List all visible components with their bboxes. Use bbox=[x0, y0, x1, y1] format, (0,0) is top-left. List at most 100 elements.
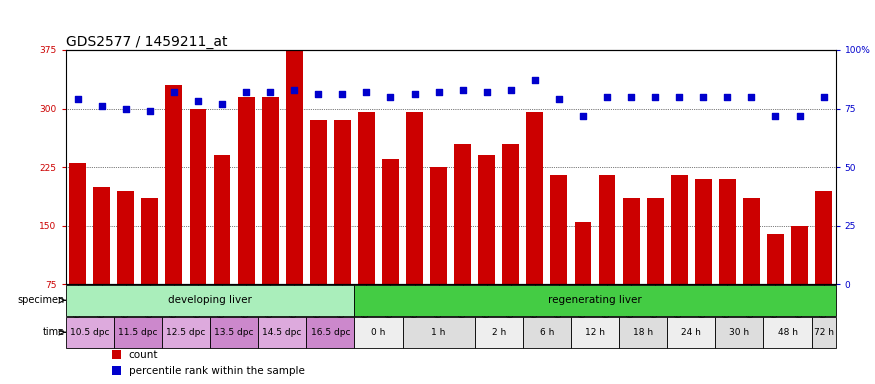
Text: percentile rank within the sample: percentile rank within the sample bbox=[129, 366, 304, 376]
Bar bbox=[479, 156, 495, 284]
Text: 18 h: 18 h bbox=[634, 328, 653, 337]
Point bbox=[191, 98, 205, 104]
Bar bbox=[66, 317, 114, 348]
Bar bbox=[214, 156, 230, 284]
Text: 30 h: 30 h bbox=[730, 328, 749, 337]
Point bbox=[263, 89, 277, 95]
Bar bbox=[719, 179, 736, 284]
Bar bbox=[286, 50, 303, 284]
Text: 16.5 dpc: 16.5 dpc bbox=[311, 328, 350, 337]
Text: 12.5 dpc: 12.5 dpc bbox=[166, 328, 206, 337]
Text: GDS2577 / 1459211_at: GDS2577 / 1459211_at bbox=[66, 35, 228, 49]
Text: time: time bbox=[43, 327, 65, 337]
Point bbox=[408, 91, 422, 98]
Bar bbox=[623, 199, 640, 284]
Point bbox=[504, 87, 518, 93]
Point bbox=[696, 94, 710, 100]
Point bbox=[576, 113, 590, 119]
Point bbox=[528, 77, 542, 83]
Bar bbox=[527, 113, 543, 284]
Bar bbox=[430, 167, 447, 284]
Bar bbox=[791, 226, 808, 284]
Bar bbox=[523, 317, 571, 348]
Point bbox=[383, 94, 397, 100]
Bar bbox=[812, 317, 836, 348]
Bar bbox=[190, 109, 206, 284]
Text: 6 h: 6 h bbox=[540, 328, 554, 337]
Point bbox=[768, 113, 782, 119]
Bar bbox=[402, 317, 475, 348]
Bar bbox=[716, 317, 763, 348]
Bar bbox=[112, 351, 121, 359]
Bar bbox=[210, 317, 258, 348]
Text: 0 h: 0 h bbox=[371, 328, 386, 337]
Bar bbox=[334, 120, 351, 284]
Bar bbox=[112, 366, 121, 376]
Bar bbox=[671, 175, 688, 284]
Point bbox=[720, 94, 734, 100]
Point bbox=[793, 113, 807, 119]
Bar bbox=[550, 175, 567, 284]
Point bbox=[552, 96, 566, 102]
Bar bbox=[310, 120, 326, 284]
Point bbox=[239, 89, 253, 95]
Text: 11.5 dpc: 11.5 dpc bbox=[118, 328, 158, 337]
Point bbox=[672, 94, 686, 100]
Bar bbox=[767, 233, 784, 284]
Bar bbox=[238, 97, 255, 284]
Point bbox=[167, 89, 181, 95]
Point bbox=[600, 94, 614, 100]
Point bbox=[215, 101, 229, 107]
Bar bbox=[66, 285, 354, 316]
Bar bbox=[571, 317, 620, 348]
Bar bbox=[502, 144, 519, 284]
Point bbox=[480, 89, 494, 95]
Point bbox=[360, 89, 374, 95]
Point bbox=[335, 91, 349, 98]
Bar bbox=[358, 113, 374, 284]
Bar bbox=[668, 317, 716, 348]
Text: regenerating liver: regenerating liver bbox=[548, 295, 642, 305]
Point bbox=[94, 103, 108, 109]
Text: count: count bbox=[129, 350, 158, 360]
Text: 12 h: 12 h bbox=[585, 328, 605, 337]
Bar bbox=[258, 317, 306, 348]
Point bbox=[431, 89, 445, 95]
Bar bbox=[117, 190, 134, 284]
Text: 72 h: 72 h bbox=[814, 328, 834, 337]
Text: 48 h: 48 h bbox=[778, 328, 797, 337]
Point bbox=[648, 94, 662, 100]
Bar bbox=[598, 175, 615, 284]
Text: developing liver: developing liver bbox=[168, 295, 252, 305]
Bar bbox=[69, 163, 86, 284]
Point bbox=[624, 94, 638, 100]
Text: 14.5 dpc: 14.5 dpc bbox=[262, 328, 302, 337]
Point bbox=[816, 94, 830, 100]
Bar bbox=[475, 317, 523, 348]
Point bbox=[287, 87, 301, 93]
Bar bbox=[114, 317, 162, 348]
Text: 13.5 dpc: 13.5 dpc bbox=[214, 328, 254, 337]
Bar bbox=[94, 187, 110, 284]
Point bbox=[312, 91, 326, 98]
Bar bbox=[763, 317, 812, 348]
Bar bbox=[454, 144, 471, 284]
Bar bbox=[354, 317, 402, 348]
Bar bbox=[382, 159, 399, 284]
Bar bbox=[620, 317, 668, 348]
Bar bbox=[647, 199, 663, 284]
Bar bbox=[743, 199, 760, 284]
Bar bbox=[165, 85, 182, 284]
Point bbox=[143, 108, 157, 114]
Text: 2 h: 2 h bbox=[492, 328, 506, 337]
Bar bbox=[142, 199, 158, 284]
Bar bbox=[306, 317, 354, 348]
Text: 1 h: 1 h bbox=[431, 328, 445, 337]
Point bbox=[71, 96, 85, 102]
Text: 10.5 dpc: 10.5 dpc bbox=[70, 328, 109, 337]
Bar bbox=[816, 190, 832, 284]
Bar bbox=[262, 97, 278, 284]
Bar bbox=[162, 317, 210, 348]
Point bbox=[119, 106, 133, 112]
Bar bbox=[575, 222, 592, 284]
